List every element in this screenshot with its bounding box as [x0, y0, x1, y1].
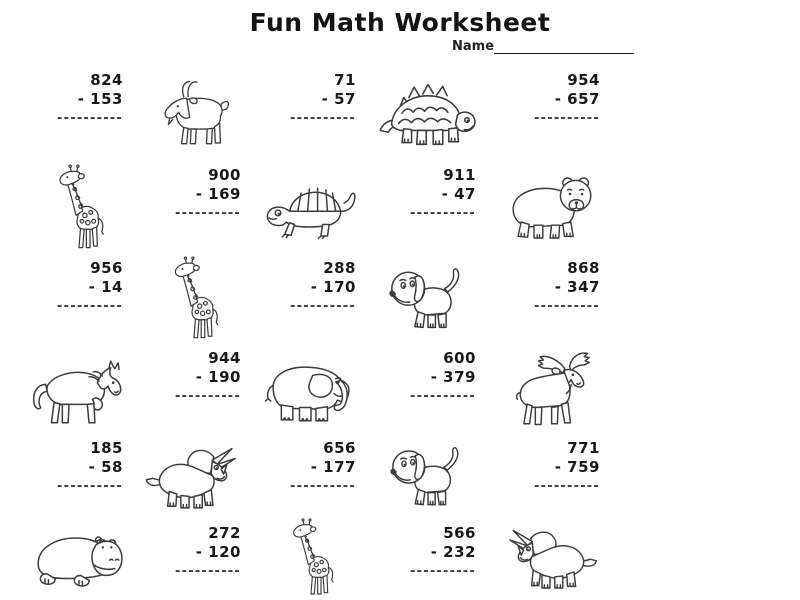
giraffe-icon [159, 256, 229, 342]
answer-line: ---------- [175, 564, 241, 579]
name-underline [494, 38, 635, 54]
subtraction-problem: 185 - 58 ---------- [22, 434, 135, 519]
subtraction-problem: 566 - 232 ---------- [368, 519, 488, 596]
subtraction-problem: 954 - 657 ---------- [488, 66, 612, 161]
dimetrodon-icon [261, 175, 361, 241]
dog-image [368, 434, 488, 519]
horse-icon [29, 348, 129, 430]
elephant-icon [260, 354, 362, 424]
minuend: 954 [567, 71, 600, 89]
subtraction-problem: 71 - 57 ---------- [253, 66, 368, 161]
subtrahend: - 120 [195, 543, 241, 561]
bear-icon [502, 173, 598, 243]
subtraction-problem: 288 - 170 ---------- [253, 254, 368, 344]
subtrahend: - 177 [310, 458, 356, 476]
ankylosaurus-icon [372, 75, 484, 153]
bear-image [488, 161, 612, 254]
subtrahend: - 379 [430, 368, 476, 386]
subtraction-problem: 600 - 379 ---------- [368, 344, 488, 434]
moose-icon [501, 347, 599, 431]
answer-line: ---------- [410, 206, 476, 221]
hippo-image [22, 519, 135, 596]
answer-line: ---------- [290, 111, 356, 126]
giraffe-icon [43, 164, 115, 252]
triceratops-icon [142, 442, 246, 512]
minuend: 566 [443, 524, 476, 542]
goat-image [135, 66, 253, 161]
minuend: 288 [323, 259, 356, 277]
elephant-image [253, 344, 368, 434]
answer-line: ---------- [534, 299, 600, 314]
answer-line: ---------- [290, 299, 356, 314]
dog-image [368, 254, 488, 344]
minuend: 771 [567, 439, 600, 457]
minuend: 272 [208, 524, 241, 542]
minuend: 956 [90, 259, 123, 277]
hippo-icon [28, 526, 130, 590]
subtrahend: - 759 [554, 458, 600, 476]
subtrahend: - 47 [441, 185, 476, 203]
name-label: Name [452, 39, 495, 54]
minuend: 911 [443, 166, 476, 184]
subtrahend: - 58 [88, 458, 123, 476]
subtraction-problem: 868 - 347 ---------- [488, 254, 612, 344]
page-title: Fun Math Worksheet [249, 8, 551, 37]
name-field: Name [452, 38, 635, 54]
answer-line: ---------- [57, 479, 123, 494]
minuend: 900 [208, 166, 241, 184]
answer-line: ---------- [290, 479, 356, 494]
answer-line: ---------- [57, 111, 123, 126]
subtrahend: - 57 [321, 90, 356, 108]
minuend: 185 [90, 439, 123, 457]
minuend: 656 [323, 439, 356, 457]
answer-line: ---------- [410, 389, 476, 404]
subtraction-problem: 272 - 120 ---------- [135, 519, 253, 596]
moose-image [488, 344, 612, 434]
subtraction-problem: 911 - 47 ---------- [368, 161, 488, 254]
subtraction-problem: 656 - 177 ---------- [253, 434, 368, 519]
answer-line: ---------- [57, 299, 123, 314]
subtrahend: - 153 [77, 90, 123, 108]
subtrahend: - 657 [554, 90, 600, 108]
dog-icon [386, 443, 470, 511]
answer-line: ---------- [175, 389, 241, 404]
answer-line: ---------- [410, 564, 476, 579]
subtrahend: - 232 [430, 543, 476, 561]
giraffe-image [135, 254, 253, 344]
triceratops-icon [502, 523, 598, 593]
minuend: 944 [208, 349, 241, 367]
minuend: 824 [90, 71, 123, 89]
subtrahend: - 170 [310, 278, 356, 296]
goat-icon [150, 74, 238, 154]
answer-line: ---------- [175, 206, 241, 221]
dimetrodon-image [253, 161, 368, 254]
subtrahend: - 14 [88, 278, 123, 296]
subtraction-problem: 824 - 153 ---------- [22, 66, 135, 161]
triceratops-image [135, 434, 253, 519]
subtrahend: - 347 [554, 278, 600, 296]
subtraction-problem: 771 - 759 ---------- [488, 434, 612, 519]
minuend: 600 [443, 349, 476, 367]
subtrahend: - 190 [195, 368, 241, 386]
minuend: 868 [567, 259, 600, 277]
ankylosaurus-image [368, 66, 488, 161]
problem-grid: 824 - 153 ---------- 71 - 57 ---------- … [22, 66, 612, 596]
subtraction-problem: 900 - 169 ---------- [135, 161, 253, 254]
giraffe-image [22, 161, 135, 254]
subtraction-problem: 956 - 14 ---------- [22, 254, 135, 344]
triceratops-image [488, 519, 612, 596]
answer-line: ---------- [534, 111, 600, 126]
giraffe-icon [278, 518, 344, 598]
minuend: 71 [334, 71, 356, 89]
dog-icon [386, 264, 470, 334]
subtraction-problem: 944 - 190 ---------- [135, 344, 253, 434]
answer-line: ---------- [534, 479, 600, 494]
horse-image [22, 344, 135, 434]
subtrahend: - 169 [195, 185, 241, 203]
giraffe-image [253, 519, 368, 596]
